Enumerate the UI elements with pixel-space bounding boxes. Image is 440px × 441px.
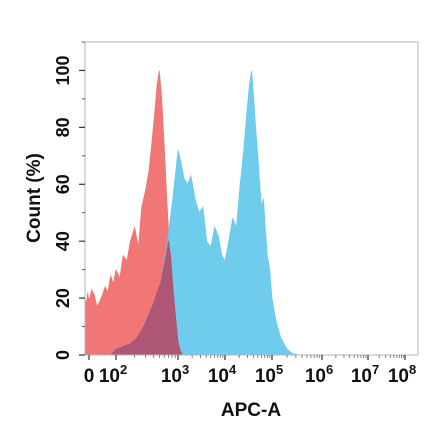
- x-tick-label: 102: [99, 362, 127, 387]
- y-axis-title: Count (%): [24, 153, 45, 243]
- y-tick-label: 80: [53, 117, 73, 137]
- y-tick-label: 20: [53, 288, 73, 308]
- x-axis-title: APC-A: [221, 400, 281, 421]
- histogram-series-3: [105, 241, 184, 356]
- y-tick-label: 40: [53, 231, 73, 251]
- x-tick-label: 108: [388, 362, 416, 387]
- x-tick-label: 105: [255, 362, 283, 387]
- x-tick-label: 104: [208, 362, 237, 387]
- plot-area: [84, 70, 300, 356]
- x-tick-label: 0: [84, 366, 95, 387]
- x-tick-label: 107: [351, 362, 379, 387]
- y-tick-label: 0: [53, 350, 73, 360]
- y-tick-label: 60: [53, 174, 73, 194]
- y-tick-label: 100: [53, 55, 73, 85]
- plot-frame: [84, 41, 419, 356]
- x-axis: 0 102 103 104 105 106 107 108: [84, 355, 416, 387]
- x-tick-label: 103: [161, 362, 189, 387]
- y-axis: 0 20 40 60 80 100: [53, 41, 85, 360]
- x-tick-label: 106: [305, 362, 333, 387]
